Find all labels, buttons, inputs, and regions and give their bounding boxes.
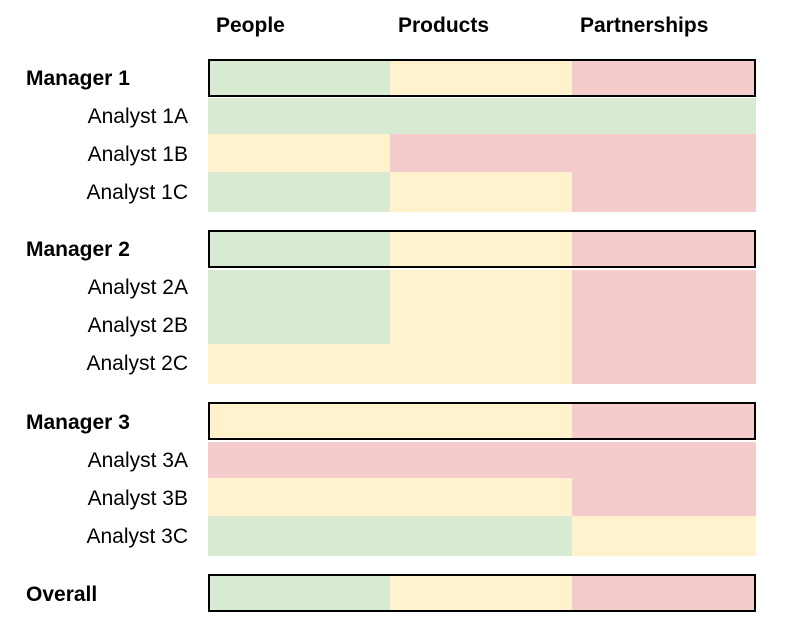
analyst-label: Analyst 1A bbox=[87, 105, 188, 128]
analyst-label: Analyst 3B bbox=[87, 487, 188, 510]
status-cell-partnerships bbox=[572, 344, 756, 384]
column-header-products: Products bbox=[398, 14, 490, 37]
status-cell-people bbox=[208, 306, 390, 344]
status-cell-partnerships bbox=[572, 270, 756, 306]
status-cell-people bbox=[208, 574, 390, 612]
column-header-partnerships: Partnerships bbox=[580, 14, 709, 37]
status-cell-products bbox=[390, 306, 572, 344]
status-cell-people bbox=[208, 134, 390, 172]
status-cell-people bbox=[208, 98, 390, 134]
status-cell-people bbox=[208, 344, 390, 384]
status-cell-partnerships bbox=[572, 478, 756, 516]
analyst-label: Analyst 2C bbox=[86, 352, 188, 375]
status-cell-people bbox=[208, 478, 390, 516]
status-cell-partnerships bbox=[572, 516, 756, 556]
status-cell-people bbox=[208, 172, 390, 212]
analyst-label: Analyst 1B bbox=[87, 143, 188, 166]
analyst-label: Analyst 3C bbox=[86, 525, 188, 548]
manager-label: Manager 3 bbox=[26, 411, 130, 434]
status-cell-products bbox=[390, 574, 572, 612]
status-cell-products bbox=[390, 134, 572, 172]
status-cell-products bbox=[390, 442, 572, 478]
status-cell-products bbox=[390, 98, 572, 134]
status-cell-partnerships bbox=[572, 172, 756, 212]
analyst-label: Analyst 1C bbox=[86, 181, 188, 204]
status-cell-people bbox=[208, 516, 390, 556]
status-cell-partnerships bbox=[572, 574, 756, 612]
status-cell-people bbox=[208, 59, 390, 97]
analyst-label: Analyst 2A bbox=[87, 276, 188, 299]
manager-label: Manager 1 bbox=[26, 67, 130, 90]
analyst-label: Analyst 3A bbox=[87, 449, 188, 472]
status-cell-people bbox=[208, 270, 390, 306]
status-cell-partnerships bbox=[572, 59, 756, 97]
status-cell-products bbox=[390, 478, 572, 516]
status-cell-products bbox=[390, 344, 572, 384]
status-cell-products bbox=[390, 516, 572, 556]
status-cell-people bbox=[208, 442, 390, 478]
status-cell-people bbox=[208, 230, 390, 268]
column-header-people: People bbox=[216, 14, 285, 37]
status-cell-partnerships bbox=[572, 230, 756, 268]
status-cell-products bbox=[390, 270, 572, 306]
status-cell-partnerships bbox=[572, 98, 756, 134]
status-cell-products bbox=[390, 59, 572, 97]
status-cell-products bbox=[390, 230, 572, 268]
status-cell-people bbox=[208, 402, 390, 440]
manager-label: Manager 2 bbox=[26, 238, 130, 261]
analyst-label: Analyst 2B bbox=[87, 314, 188, 337]
status-cell-partnerships bbox=[572, 402, 756, 440]
manager-label: Overall bbox=[26, 583, 98, 606]
status-cell-partnerships bbox=[572, 306, 756, 344]
status-cell-products bbox=[390, 172, 572, 212]
status-cell-partnerships bbox=[572, 442, 756, 478]
status-cell-partnerships bbox=[572, 134, 756, 172]
status-cell-products bbox=[390, 402, 572, 440]
